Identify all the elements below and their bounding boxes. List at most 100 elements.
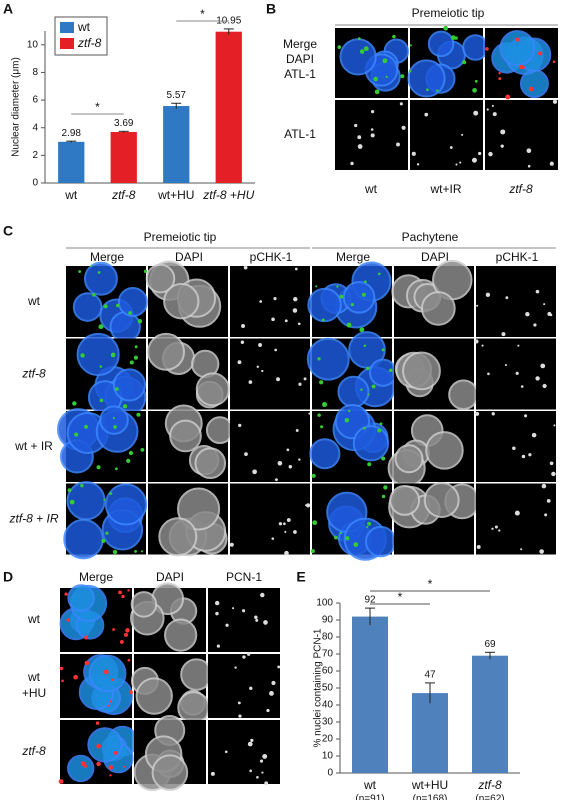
focus	[348, 409, 351, 413]
bar	[412, 693, 448, 773]
focus	[491, 527, 494, 530]
focus	[315, 285, 318, 288]
focus	[297, 322, 301, 326]
focus	[256, 365, 259, 368]
focus	[99, 398, 104, 403]
focus	[501, 332, 506, 337]
focus	[345, 536, 350, 541]
focus	[78, 270, 82, 273]
focus	[58, 779, 64, 784]
value-label: 3.69	[114, 118, 134, 129]
nucleus	[72, 292, 103, 322]
focus	[461, 133, 464, 136]
focus	[527, 164, 531, 168]
focus	[112, 549, 118, 555]
focus	[109, 492, 113, 496]
focus	[505, 94, 511, 100]
focus	[108, 765, 114, 770]
focus	[293, 530, 297, 534]
focus	[367, 393, 370, 396]
nucleus	[307, 287, 342, 323]
x-tick-note: (n=91)	[355, 794, 384, 800]
y-tick-label: 100	[316, 598, 333, 609]
focus	[242, 609, 246, 613]
image-background	[410, 100, 483, 170]
micrograph	[133, 714, 206, 792]
focus	[256, 775, 259, 779]
focus	[261, 771, 264, 774]
focus	[114, 467, 118, 471]
micrograph	[309, 404, 392, 482]
focus	[370, 133, 375, 138]
image-background	[476, 483, 556, 555]
focus	[254, 615, 258, 619]
focus	[320, 425, 324, 429]
focus	[520, 548, 523, 551]
focus	[293, 296, 298, 302]
bar	[215, 31, 242, 184]
focus	[505, 296, 509, 300]
focus	[385, 75, 388, 78]
micrograph	[485, 28, 558, 100]
nucleus	[402, 351, 441, 391]
focus	[109, 774, 112, 777]
focus	[494, 525, 498, 529]
focus	[98, 324, 104, 330]
image-background	[208, 588, 280, 652]
value-label: 69	[484, 639, 496, 650]
focus	[366, 366, 370, 371]
nucleus	[368, 358, 398, 387]
focus	[396, 142, 400, 147]
legend-label: ztf-8	[77, 36, 102, 50]
micrograph	[307, 261, 392, 337]
row-label: wt	[27, 294, 41, 308]
focus	[400, 74, 405, 79]
focus	[137, 319, 143, 324]
focus	[127, 589, 130, 592]
nucleus	[135, 677, 173, 715]
focus	[110, 352, 116, 358]
y-tick-label: 60	[322, 666, 334, 677]
y-axis-label: Nuclear diameter (μm)	[11, 57, 22, 157]
focus	[357, 144, 363, 149]
nucleus	[112, 368, 147, 402]
micrograph	[66, 261, 148, 343]
panel-letter: E	[296, 569, 305, 585]
focus	[269, 691, 274, 696]
focus	[363, 344, 367, 348]
legend-swatch	[60, 38, 74, 49]
focus	[381, 456, 386, 461]
significance-star: *	[398, 590, 403, 604]
focus	[111, 678, 115, 681]
focus	[498, 77, 502, 81]
focus	[128, 450, 134, 456]
nucleus	[337, 375, 370, 408]
nucleus	[177, 487, 221, 531]
focus	[322, 402, 328, 408]
image-background	[476, 266, 556, 337]
panel-letter: B	[266, 1, 276, 17]
column-label: ztf-8	[508, 182, 533, 196]
focus	[224, 750, 228, 754]
focus	[116, 303, 120, 308]
focus	[551, 471, 556, 477]
micrograph	[475, 411, 556, 482]
focus	[277, 460, 283, 466]
focus	[243, 265, 248, 270]
x-tick-note: (n=168)	[413, 794, 448, 800]
image-background	[230, 483, 310, 555]
focus	[237, 360, 242, 365]
micrograph	[59, 584, 132, 652]
focus	[252, 469, 257, 475]
nucleus	[389, 485, 421, 516]
channel-label: Merge	[79, 570, 113, 584]
nucleus	[306, 337, 350, 381]
image-background	[230, 411, 310, 482]
nucleus	[145, 263, 176, 294]
focus	[113, 750, 118, 755]
bar	[58, 141, 85, 183]
x-tick-note: (n=62)	[475, 794, 504, 800]
focus	[225, 623, 229, 627]
focus	[476, 545, 481, 549]
value-label: 92	[364, 595, 376, 606]
